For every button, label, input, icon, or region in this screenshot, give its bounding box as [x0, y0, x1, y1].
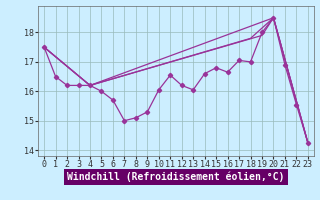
X-axis label: Windchill (Refroidissement éolien,°C): Windchill (Refroidissement éolien,°C)	[67, 172, 285, 182]
